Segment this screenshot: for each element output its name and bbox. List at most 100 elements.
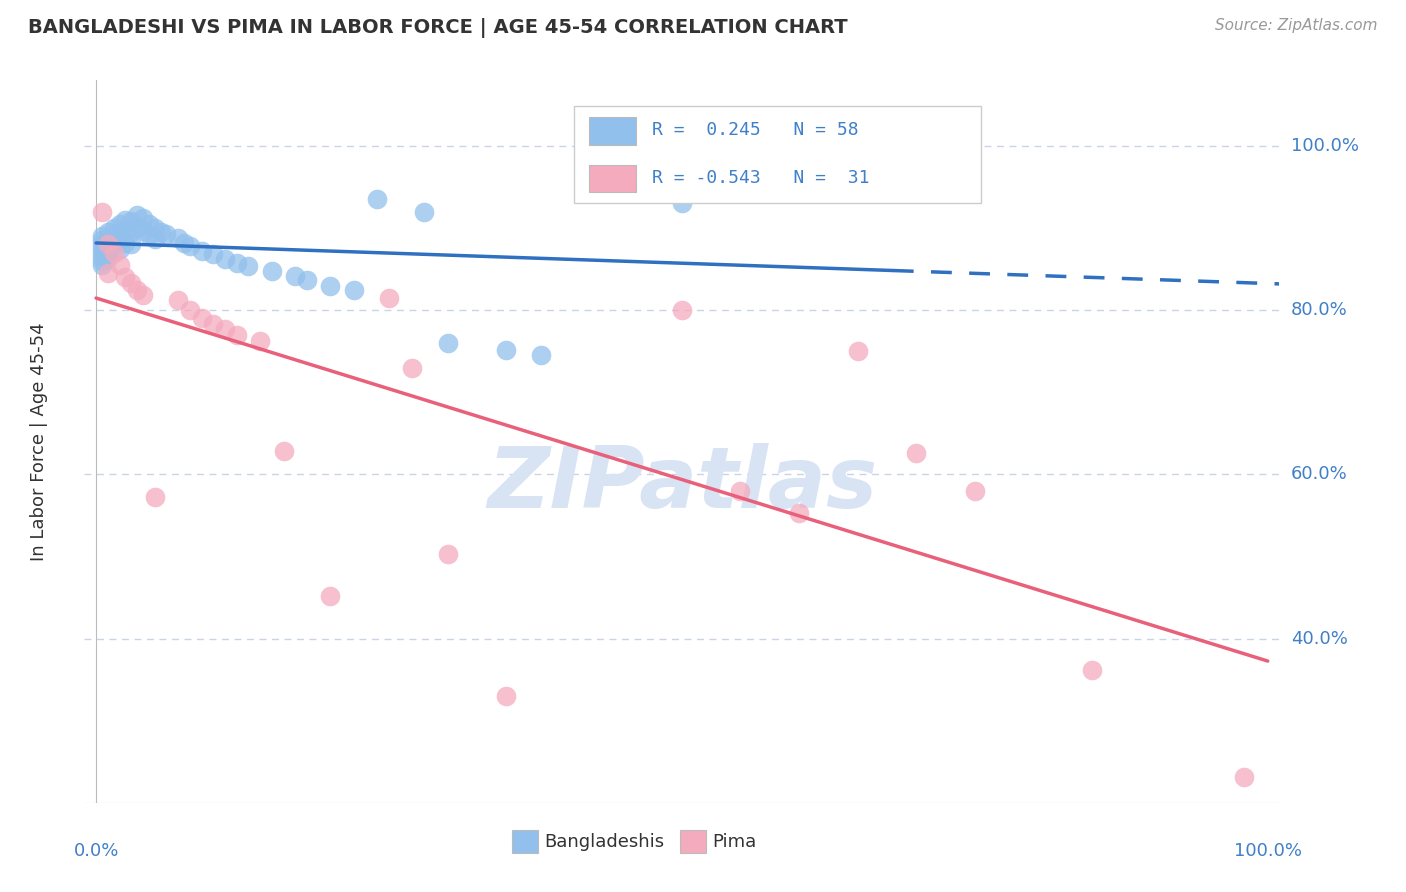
Point [97,225,120,239]
Text: BANGLADESHI VS PIMA IN LABOR FORCE | AGE 45-54 CORRELATION CHART: BANGLADESHI VS PIMA IN LABOR FORCE | AGE… [28,18,848,37]
Point [273,444,295,458]
Point [97,252,120,266]
Point [366,192,388,206]
Point [103,233,125,247]
Point [730,483,752,498]
Point [238,259,260,273]
FancyBboxPatch shape [512,830,538,854]
Text: 60.0%: 60.0% [1291,466,1347,483]
Point [90,229,114,244]
Point [413,204,436,219]
Point [127,208,149,222]
Point [495,689,517,703]
Point [530,347,553,361]
Point [149,225,172,239]
Point [202,317,225,331]
Point [132,223,155,237]
Point [179,239,201,253]
Point [846,344,869,359]
Point [963,483,986,498]
Point [114,224,136,238]
Point [214,252,236,267]
Point [190,311,212,326]
Point [120,214,142,228]
Point [120,236,142,251]
Point [132,288,155,302]
Point [343,283,366,297]
Text: R =  0.245   N = 58: R = 0.245 N = 58 [652,121,859,139]
Point [787,506,810,520]
Point [103,227,125,241]
Point [97,246,120,260]
Point [436,547,458,561]
Point [155,227,177,241]
Point [108,233,131,247]
Point [97,237,120,252]
Point [90,250,114,264]
Point [108,258,131,272]
Point [1081,663,1104,677]
Point [671,196,693,211]
Point [167,293,190,308]
Point [202,247,225,261]
Point [225,255,247,269]
Point [143,232,166,246]
Point [401,360,423,375]
Point [127,221,149,235]
Text: 100.0%: 100.0% [1233,842,1302,860]
Point [97,266,120,280]
Point [190,244,212,258]
Point [905,171,928,186]
Point [295,273,318,287]
Point [114,235,136,250]
Point [905,446,928,460]
Point [378,291,401,305]
FancyBboxPatch shape [575,105,981,203]
Point [114,270,136,285]
Point [319,278,342,293]
Point [127,283,149,297]
Text: Bangladeshis: Bangladeshis [544,833,665,851]
Point [143,221,166,235]
Point [436,336,458,351]
Point [284,268,307,283]
Point [108,242,131,256]
Point [173,235,195,250]
Point [120,225,142,239]
Point [260,264,283,278]
Point [103,245,125,260]
Text: R = -0.543   N =  31: R = -0.543 N = 31 [652,169,869,186]
Point [90,258,114,272]
Point [1233,770,1256,784]
FancyBboxPatch shape [589,165,637,193]
FancyBboxPatch shape [589,117,637,145]
Point [97,235,120,250]
Point [214,322,236,336]
Point [97,231,120,245]
Point [108,225,131,239]
Text: In Labor Force | Age 45-54: In Labor Force | Age 45-54 [30,322,48,561]
Point [319,589,342,603]
Point [90,245,114,260]
Point [103,221,125,235]
FancyBboxPatch shape [679,830,706,854]
Text: 0.0%: 0.0% [73,842,118,860]
Point [138,217,160,231]
Text: ZIPatlas: ZIPatlas [486,443,877,526]
Point [225,327,247,342]
Point [249,334,271,349]
Point [108,217,131,231]
Point [97,241,120,255]
Point [167,231,190,245]
Point [90,237,114,252]
Point [90,204,114,219]
Point [179,303,201,318]
Text: Pima: Pima [711,833,756,851]
Point [114,212,136,227]
Text: 40.0%: 40.0% [1291,630,1347,648]
Text: 100.0%: 100.0% [1291,137,1358,155]
Point [103,238,125,252]
Point [138,227,160,242]
Text: Source: ZipAtlas.com: Source: ZipAtlas.com [1215,18,1378,33]
Point [90,242,114,256]
